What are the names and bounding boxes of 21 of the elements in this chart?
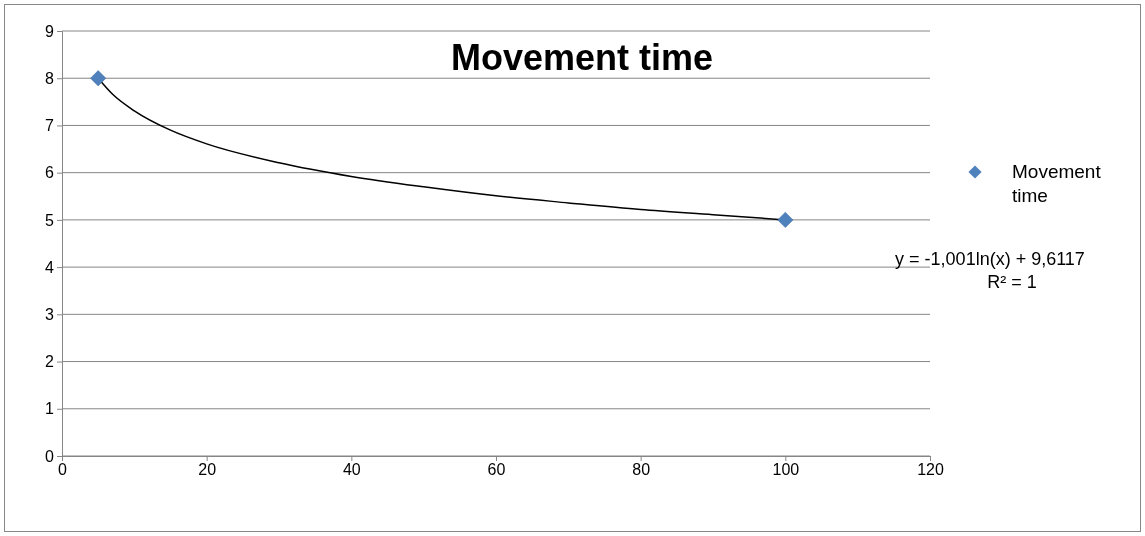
x-tick-label: 100 <box>772 461 800 479</box>
x-tick-label: 60 <box>487 461 506 479</box>
y-tick-label: 3 <box>45 305 55 323</box>
y-tick-label: 6 <box>45 164 55 182</box>
x-tick-label: 120 <box>917 461 944 479</box>
y-tick-label: 8 <box>45 69 55 87</box>
legend-label: Movement time <box>1012 161 1102 206</box>
y-tick-label: 5 <box>45 211 55 229</box>
y-tick-label: 2 <box>45 353 55 371</box>
annotation: y = -1,001ln(x) + 9,6117 <box>895 249 1085 269</box>
x-tick-label: 0 <box>58 461 68 479</box>
y-tick-label: 4 <box>45 258 55 276</box>
chart-title: Movement time <box>450 37 714 78</box>
y-tick-label: 0 <box>45 447 55 465</box>
x-tick-label: 40 <box>342 461 361 479</box>
y-tick-label: 7 <box>45 117 55 135</box>
text: R² = 1 <box>987 272 1037 292</box>
y-tick-label: 9 <box>45 22 55 40</box>
y-tick-label: 1 <box>45 400 55 418</box>
x-tick-label: 80 <box>632 461 651 479</box>
x-tick-label: 20 <box>198 461 217 479</box>
